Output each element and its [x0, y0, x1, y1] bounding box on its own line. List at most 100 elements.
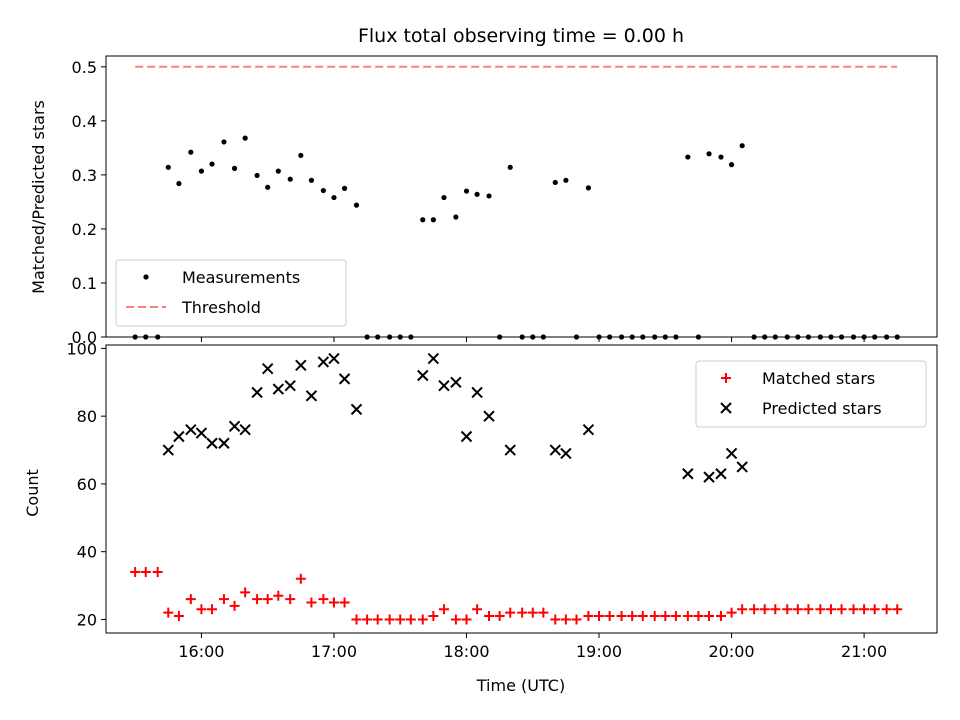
predicted-stars-point	[471, 386, 483, 399]
measurements-point	[275, 168, 281, 174]
predicted-stars-point	[438, 379, 450, 392]
count-axes-frame	[105, 344, 938, 634]
measurements-point	[420, 217, 426, 223]
measurements-point	[453, 214, 459, 220]
measurements-point	[353, 202, 360, 208]
predicted-stars-point	[582, 423, 595, 436]
matched-stars-point	[262, 594, 273, 605]
measurements-point	[242, 135, 248, 141]
measurements-point	[198, 168, 205, 174]
ratio-plot: 0.0 0.1 0.2 0.3 0.4 0.5 Measurements Threshold	[72, 55, 938, 347]
predicted-stars-point	[417, 369, 429, 382]
predicted-stars-point	[736, 461, 748, 473]
predicted-stars-point	[206, 437, 218, 449]
predicted-stars-point	[305, 390, 318, 402]
matched-stars-point	[704, 611, 715, 622]
x-tick-label: 19:00	[576, 642, 622, 661]
count-y-tick-label: 20	[77, 610, 97, 629]
predicted-stars-point	[725, 447, 738, 460]
matched-stars-point	[604, 611, 615, 622]
matched-stars-point	[682, 611, 693, 622]
predicted-stars-point	[682, 468, 694, 480]
matched-stars-point	[273, 590, 284, 601]
matched-stars-point	[461, 614, 472, 625]
matched-stars-point	[185, 594, 196, 605]
matched-stars-point	[173, 611, 184, 622]
matched-stars-point	[550, 614, 561, 625]
measurements-point	[728, 162, 735, 168]
predicted-stars-point	[218, 437, 230, 449]
measurements-point	[486, 193, 492, 199]
x-tick-label: 16:00	[178, 642, 224, 661]
x-tick-label: 20:00	[709, 642, 755, 661]
matched-stars-point	[218, 594, 229, 605]
matched-stars-point	[505, 607, 516, 618]
matched-stars-point	[494, 611, 505, 622]
predicted-stars-point	[284, 379, 296, 392]
matched-stars-point	[196, 604, 207, 615]
matched-stars-point	[670, 611, 681, 622]
measurements-point	[188, 149, 194, 155]
count-legend: Matched stars Predicted stars	[695, 360, 927, 428]
predicted-stars-point	[483, 410, 495, 422]
measurements-point	[430, 217, 436, 223]
predicted-stars-point	[450, 376, 462, 388]
measurements-legend-label: Measurements	[182, 268, 300, 287]
count-plot: 20 40 60 80 100 16:00 17:00 18:00 19:00 20:00 21:0…	[66, 339, 938, 661]
matched-stars-legend-label: Matched stars	[762, 369, 875, 388]
predicted-stars-point	[162, 444, 174, 456]
matched-stars-point	[627, 611, 638, 622]
ratio-y-tick-label: 0.0	[72, 328, 97, 347]
matched-stars-point	[825, 604, 836, 615]
predicted-stars-point	[185, 423, 197, 436]
count-y-tick-label: 60	[77, 475, 97, 494]
predicted-stars-point	[350, 403, 363, 416]
matched-stars-point	[240, 587, 251, 598]
matched-stars-point	[616, 611, 627, 622]
predicted-stars-legend-marker	[720, 402, 732, 414]
predicted-stars-point	[173, 430, 185, 443]
matched-stars-point	[759, 604, 770, 615]
measurements-point	[507, 164, 513, 170]
measurements-point	[165, 164, 171, 170]
matched-stars-point	[417, 614, 428, 625]
ratio-legend: Measurements Threshold	[115, 259, 347, 327]
measurements-point	[463, 188, 470, 194]
ratio-legend-box	[115, 259, 347, 327]
matched-stars-point	[362, 614, 373, 625]
measurements-point	[552, 179, 558, 186]
predicted-stars-point	[272, 383, 285, 395]
matched-stars-point	[438, 604, 449, 615]
ratio-y-tick-label: 0.1	[72, 274, 97, 293]
matched-stars-point	[737, 604, 748, 615]
matched-stars-point	[815, 604, 826, 615]
matched-stars-point	[351, 614, 362, 625]
matched-stars-point	[130, 567, 141, 578]
measurements-point	[474, 191, 480, 197]
bottom-y-axis-label: Count	[23, 469, 42, 517]
predicted-stars-point	[427, 352, 440, 365]
matched-stars-point	[693, 611, 704, 622]
matched-stars-point	[252, 594, 263, 605]
matched-stars-point	[792, 604, 803, 615]
matched-stars-point	[405, 614, 416, 625]
measurements-legend-marker	[143, 274, 149, 280]
measurements-point	[585, 185, 592, 191]
matched-stars-point	[450, 614, 461, 625]
matched-stars-point	[749, 604, 760, 615]
measurements-point	[706, 151, 712, 157]
measurements-point	[231, 165, 238, 171]
matched-stars-point	[328, 597, 339, 608]
matched-stars-point	[637, 611, 648, 622]
x-tick-label: 18:00	[443, 642, 489, 661]
matched-stars-point	[836, 604, 847, 615]
threshold-legend-label: Threshold	[181, 298, 261, 317]
measurements-point	[718, 154, 724, 160]
matched-stars-legend-marker	[721, 373, 731, 383]
predicted-stars-point	[251, 386, 263, 399]
chart-title: Flux total observing time = 0.00 h	[358, 25, 684, 47]
predicted-stars-point	[239, 423, 251, 436]
matched-stars-point	[285, 594, 296, 605]
measurements-point	[308, 177, 315, 183]
